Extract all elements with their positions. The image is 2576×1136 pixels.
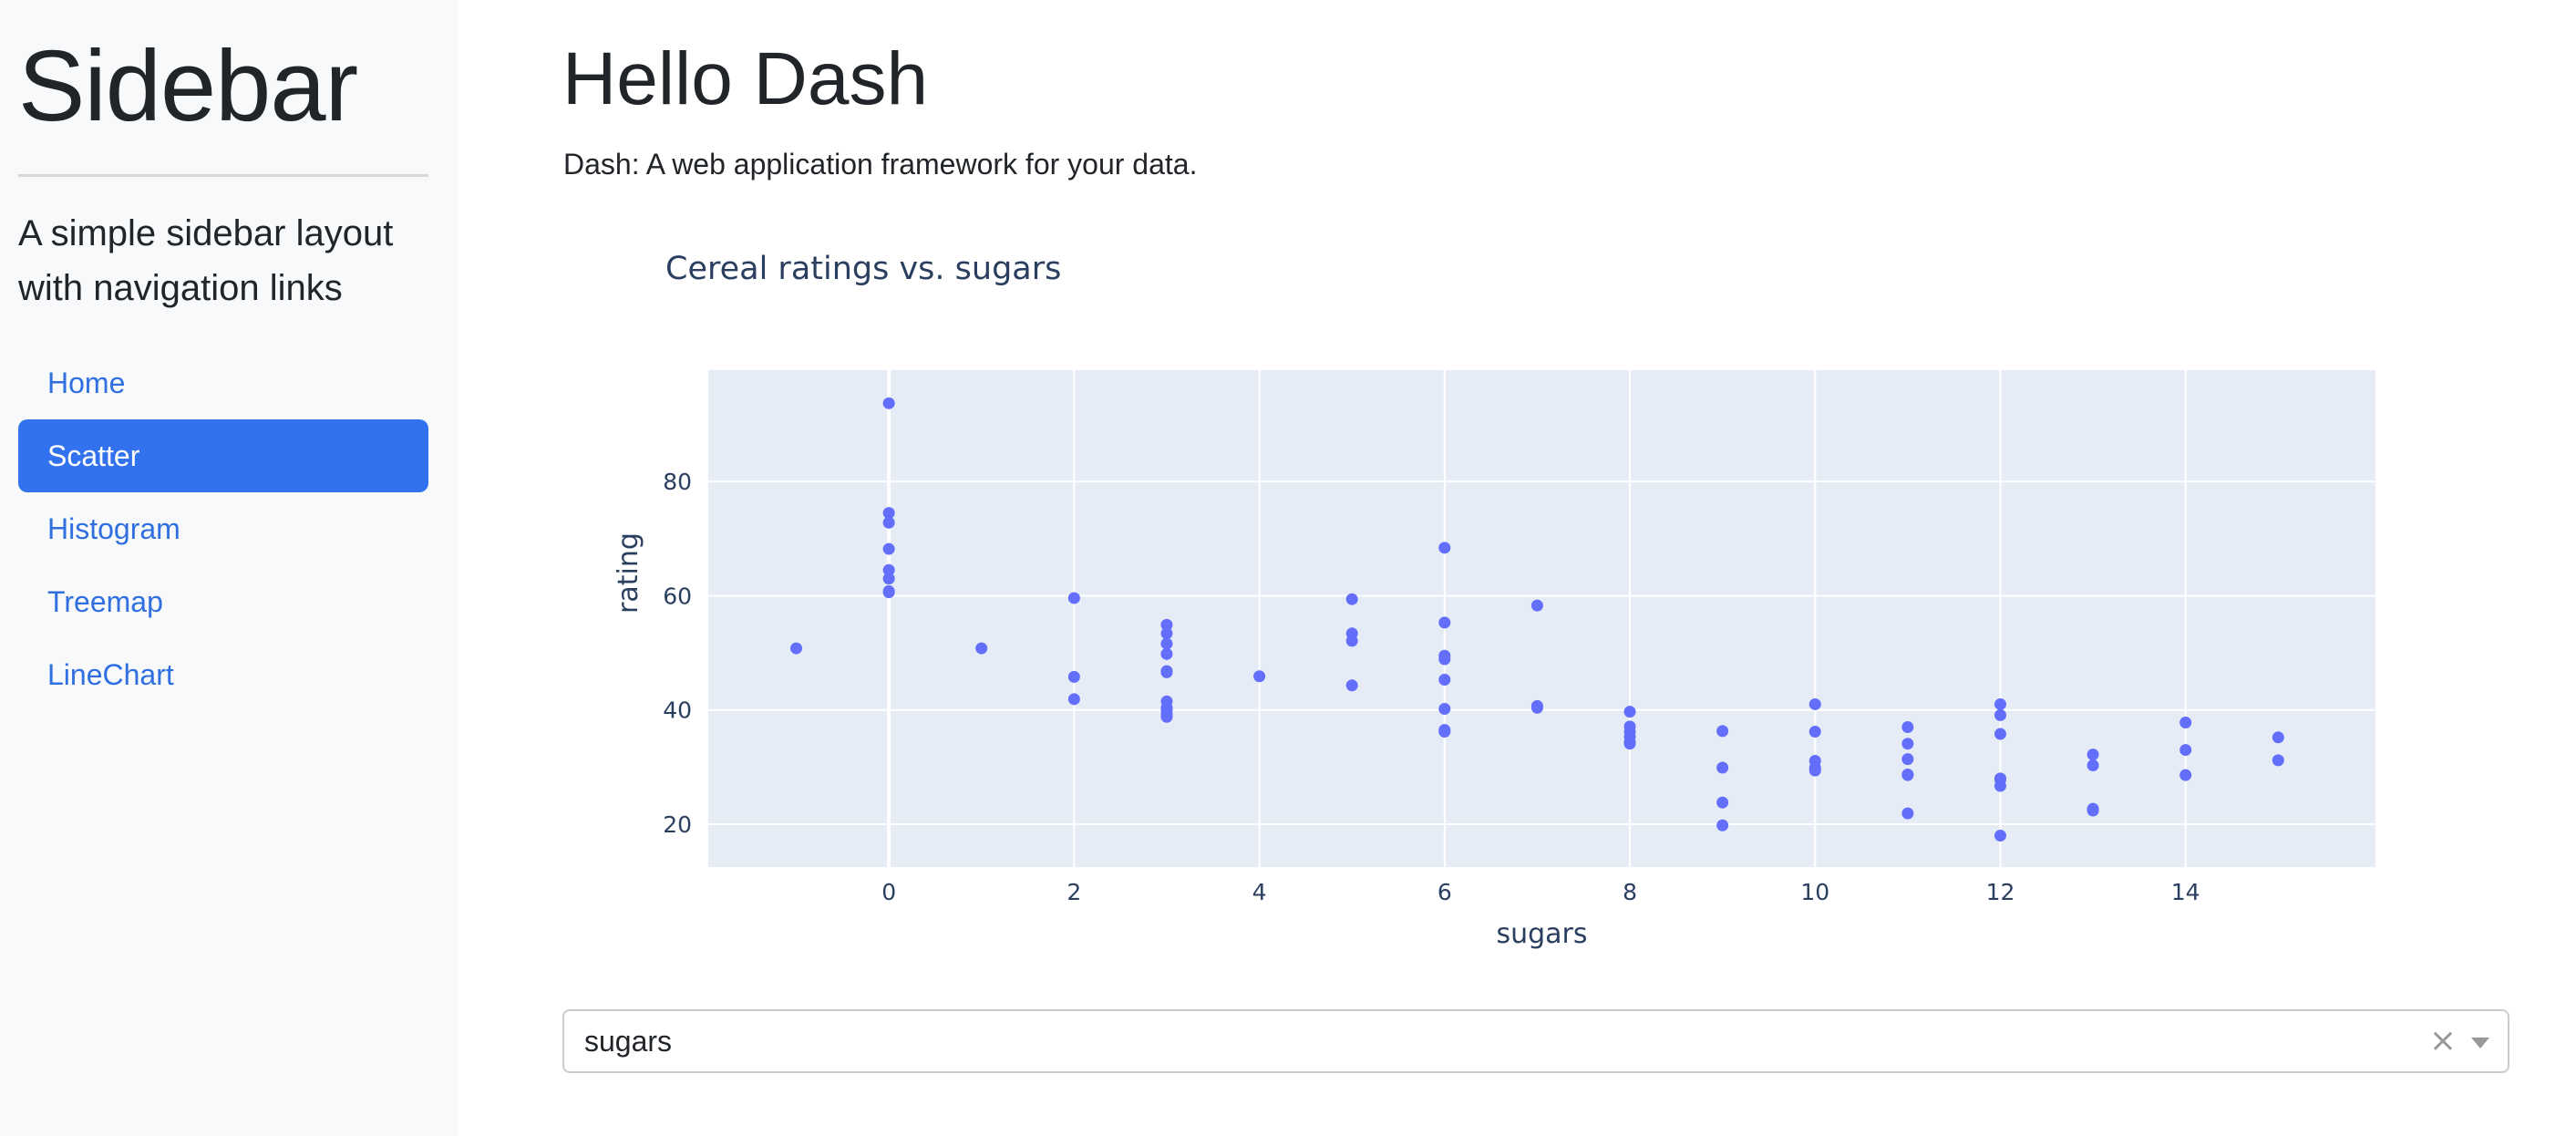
nav-link-histogram[interactable]: Histogram — [47, 512, 180, 545]
x-tick-label: 8 — [1623, 879, 1637, 905]
data-point[interactable] — [1345, 593, 1358, 605]
data-point[interactable] — [790, 642, 803, 655]
data-point[interactable] — [1438, 674, 1451, 687]
data-point[interactable] — [882, 542, 895, 555]
sidebar-nav: Home Scatter Histogram Treemap LineChart — [18, 346, 428, 711]
sidebar-title: Sidebar — [18, 30, 358, 142]
y-tick-label: 80 — [663, 469, 692, 495]
main-content: Hello Dash Dash: A web application frame… — [458, 0, 2576, 1136]
x-axis-title: sugars — [1496, 918, 1587, 950]
data-point[interactable] — [1438, 653, 1451, 666]
sidebar: Sidebar A simple sidebar layout with nav… — [0, 0, 458, 1136]
x-tick-label: 0 — [881, 879, 896, 905]
data-point[interactable] — [882, 586, 895, 599]
data-point[interactable] — [1160, 647, 1173, 660]
nav-link-linechart[interactable]: LineChart — [47, 658, 174, 691]
data-point[interactable] — [1901, 721, 1914, 734]
y-tick-label: 40 — [663, 697, 692, 724]
sidebar-lead: A simple sidebar layout with navigation … — [18, 213, 394, 308]
data-point[interactable] — [1901, 753, 1914, 766]
y-tick-label: 20 — [663, 811, 692, 838]
data-point[interactable] — [1438, 702, 1451, 715]
data-point[interactable] — [1530, 599, 1543, 612]
page-title: Hello Dash — [562, 37, 929, 120]
plot-area — [708, 370, 2375, 867]
data-point[interactable] — [2272, 731, 2284, 744]
data-point[interactable] — [1716, 761, 1729, 774]
data-point[interactable] — [2179, 769, 2192, 781]
chart-title: Cereal ratings vs. sugars — [665, 251, 1061, 287]
data-point[interactable] — [1438, 726, 1451, 738]
nav-link-scatter[interactable]: Scatter — [18, 419, 428, 492]
sidebar-divider — [18, 174, 428, 177]
data-point[interactable] — [1808, 697, 1821, 710]
x-tick-label: 4 — [1252, 879, 1267, 905]
data-point[interactable] — [882, 516, 895, 529]
data-point[interactable] — [1808, 764, 1821, 777]
data-point[interactable] — [1994, 728, 2006, 740]
data-point[interactable] — [1716, 819, 1729, 831]
data-point[interactable] — [1067, 670, 1080, 683]
data-point[interactable] — [1808, 726, 1821, 738]
x-tick-label: 2 — [1066, 879, 1081, 905]
data-point[interactable] — [2179, 744, 2192, 757]
data-point[interactable] — [975, 642, 988, 655]
data-points — [790, 397, 2284, 842]
data-point[interactable] — [2272, 754, 2284, 767]
data-point[interactable] — [1160, 710, 1173, 723]
data-point[interactable] — [1716, 796, 1729, 809]
data-point[interactable] — [1160, 627, 1173, 640]
data-point[interactable] — [1994, 780, 2006, 792]
data-point[interactable] — [882, 507, 895, 520]
y-tick-label: 60 — [663, 583, 692, 609]
data-point[interactable] — [1253, 670, 1266, 683]
scatter-plot-svg[interactable]: 0 2 4 6 8 10 12 14 20 40 60 80 Cereal ratings vs. … — [547, 0, 2552, 985]
data-point[interactable] — [1901, 769, 1914, 781]
data-point[interactable] — [1623, 738, 1636, 750]
data-point[interactable] — [1438, 616, 1451, 629]
data-point[interactable] — [1994, 708, 2006, 721]
nav-link-treemap[interactable]: Treemap — [47, 585, 163, 618]
nav-link-home[interactable]: Home — [47, 367, 126, 399]
data-point[interactable] — [1067, 592, 1080, 604]
data-point[interactable] — [1716, 725, 1729, 738]
data-point[interactable] — [1160, 618, 1173, 631]
data-point[interactable] — [1438, 542, 1451, 554]
x-tick-labels: 0 2 4 6 8 10 12 14 — [881, 879, 2200, 905]
column-dropdown[interactable]: sugars × — [562, 1009, 2509, 1073]
x-tick-label: 12 — [1986, 879, 2015, 905]
data-point[interactable] — [1067, 693, 1080, 706]
data-point[interactable] — [882, 573, 895, 585]
y-tick-labels: 20 40 60 80 — [663, 469, 692, 838]
data-point[interactable] — [2087, 749, 2099, 761]
data-point[interactable] — [1901, 807, 1914, 820]
data-point[interactable] — [882, 397, 895, 409]
x-tick-label: 6 — [1437, 879, 1452, 905]
data-point[interactable] — [1160, 637, 1173, 650]
data-point[interactable] — [2087, 804, 2099, 817]
data-point[interactable] — [1345, 635, 1358, 647]
data-point[interactable] — [2087, 759, 2099, 771]
data-point[interactable] — [1345, 679, 1358, 692]
data-point[interactable] — [1994, 697, 2006, 710]
clear-icon[interactable]: × — [2428, 1022, 2457, 1059]
data-point[interactable] — [1901, 738, 1914, 750]
chevron-down-icon[interactable] — [2471, 1038, 2489, 1048]
data-point[interactable] — [1994, 830, 2006, 842]
data-point[interactable] — [882, 563, 895, 576]
data-point[interactable] — [1623, 706, 1636, 718]
x-tick-label: 14 — [2171, 879, 2200, 905]
dropdown-selected-value: sugars — [584, 1025, 673, 1058]
data-point[interactable] — [1160, 666, 1173, 678]
x-tick-label: 10 — [1800, 879, 1829, 905]
data-point[interactable] — [1530, 701, 1543, 714]
page-subtitle: Dash: A web application framework for yo… — [563, 148, 1198, 181]
y-gridlines — [708, 480, 2375, 826]
y-axis-title: rating — [613, 532, 644, 614]
data-point[interactable] — [2179, 717, 2192, 729]
